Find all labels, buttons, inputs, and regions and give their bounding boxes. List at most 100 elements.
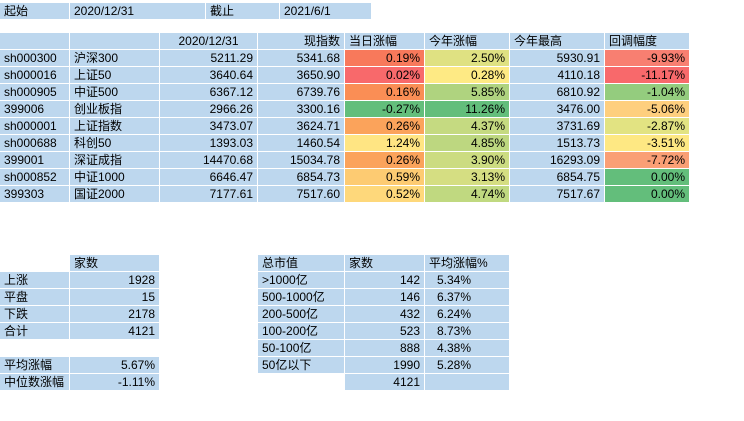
cell-ytd-change[interactable]: 5.85% [425,84,510,101]
cell-drawdown[interactable]: -2.87% [605,118,690,135]
cap-avg-header[interactable]: 平均涨幅% [425,255,510,272]
cell-current-value[interactable]: 3650.90 [258,67,345,84]
cell-base-value[interactable]: 3640.64 [160,67,258,84]
cap-count[interactable]: 888 [345,340,425,357]
cell-index-code[interactable]: sh000001 [0,118,70,135]
cap-count[interactable]: 146 [345,289,425,306]
breadth-label[interactable]: 平盘 [0,289,70,306]
cell-index-name[interactable]: 上证指数 [70,118,160,135]
cap-range[interactable]: 50亿以下 [258,357,345,374]
cap-avg[interactable]: 5.28% [425,357,510,374]
breadth-label[interactable]: 上涨 [0,272,70,289]
cap-avg[interactable]: 5.34% [425,272,510,289]
cell-index-code[interactable]: sh000852 [0,169,70,186]
cell-ytd-change[interactable]: 3.13% [425,169,510,186]
cell-drawdown[interactable]: 0.00% [605,169,690,186]
cell-drawdown[interactable]: -7.72% [605,152,690,169]
header-day-change[interactable]: 当日涨幅 [345,33,425,50]
cell-ytd-high[interactable]: 1513.73 [510,135,605,152]
cell-base-value[interactable]: 5211.29 [160,50,258,67]
cell-current-value[interactable]: 15034.78 [258,152,345,169]
cell-index-name[interactable]: 深证成指 [70,152,160,169]
cell-base-value[interactable]: 6646.47 [160,169,258,186]
cell-ytd-change[interactable]: 3.90% [425,152,510,169]
cell-day-change[interactable]: 0.16% [345,84,425,101]
cap-count[interactable]: 432 [345,306,425,323]
cell-day-change[interactable]: 0.19% [345,50,425,67]
stat-label[interactable]: 中位数涨幅 [0,374,70,391]
breadth-value[interactable]: 2178 [70,306,160,323]
cell-base-value[interactable]: 6367.12 [160,84,258,101]
cell-drawdown[interactable]: -1.04% [605,84,690,101]
cell-index-name[interactable]: 中证500 [70,84,160,101]
cell-drawdown[interactable]: -5.06% [605,101,690,118]
cell-ytd-change[interactable]: 4.85% [425,135,510,152]
cell-index-code[interactable]: sh000016 [0,67,70,84]
cell-current-value[interactable]: 3300.16 [258,101,345,118]
cell-day-change[interactable]: 0.59% [345,169,425,186]
cell-ytd-change[interactable]: 0.28% [425,67,510,84]
cell-index-code[interactable]: 399001 [0,152,70,169]
cell-day-change[interactable]: 0.52% [345,186,425,203]
cell-current-value[interactable]: 5341.68 [258,50,345,67]
breadth-label[interactable]: 合计 [0,323,70,340]
cap-total-count[interactable]: 4121 [345,374,425,391]
cell-base-value[interactable]: 14470.68 [160,152,258,169]
cell-ytd-high[interactable]: 6810.92 [510,84,605,101]
cell-base-value[interactable]: 2966.26 [160,101,258,118]
cell-ytd-high[interactable]: 6854.75 [510,169,605,186]
cell-current-value[interactable]: 3624.71 [258,118,345,135]
cell-base-value[interactable]: 1393.03 [160,135,258,152]
empty-cell[interactable] [0,340,70,357]
cell-ytd-high[interactable]: 16293.09 [510,152,605,169]
cell-index-name[interactable]: 沪深300 [70,50,160,67]
cap-count[interactable]: 1990 [345,357,425,374]
cell-drawdown[interactable]: 0.00% [605,186,690,203]
empty-cell[interactable] [425,374,510,391]
cell-day-change[interactable]: 0.26% [345,118,425,135]
end-date-cell[interactable]: 2021/6/1 [280,3,372,20]
cap-count[interactable]: 523 [345,323,425,340]
empty-cell[interactable] [70,340,160,357]
cell-current-value[interactable]: 6854.73 [258,169,345,186]
cell-ytd-change[interactable]: 2.50% [425,50,510,67]
cell-drawdown[interactable]: -11.17% [605,67,690,84]
stat-value[interactable]: -1.11% [70,374,160,391]
stat-value[interactable]: 5.67% [70,357,160,374]
cell-ytd-change[interactable]: 4.37% [425,118,510,135]
header-code-cell[interactable] [0,33,70,50]
cell-ytd-high[interactable]: 3476.00 [510,101,605,118]
cell-ytd-high[interactable]: 3731.69 [510,118,605,135]
cell-current-value[interactable]: 7517.60 [258,186,345,203]
cell-base-value[interactable]: 7177.61 [160,186,258,203]
cell-current-value[interactable]: 6739.76 [258,84,345,101]
cell-index-code[interactable]: 399303 [0,186,70,203]
cell-ytd-high[interactable]: 5930.91 [510,50,605,67]
cell-index-name[interactable]: 中证1000 [70,169,160,186]
cap-avg[interactable]: 6.37% [425,289,510,306]
header-ytd-change[interactable]: 今年涨幅 [425,33,510,50]
cell-drawdown[interactable]: -3.51% [605,135,690,152]
breadth-value[interactable]: 1928 [70,272,160,289]
cell-drawdown[interactable]: -9.93% [605,50,690,67]
end-label-cell[interactable]: 截止 [206,3,280,20]
cap-count[interactable]: 142 [345,272,425,289]
cell-day-change[interactable]: 0.02% [345,67,425,84]
cap-range[interactable]: >1000亿 [258,272,345,289]
empty-cell[interactable] [258,374,345,391]
header-base-date[interactable]: 2020/12/31 [160,33,258,50]
cell-index-name[interactable]: 上证50 [70,67,160,84]
cap-range[interactable]: 200-500亿 [258,306,345,323]
start-date-cell[interactable]: 2020/12/31 [70,3,206,20]
cell-day-change[interactable]: 0.26% [345,152,425,169]
cell-index-code[interactable]: sh000300 [0,50,70,67]
cap-header[interactable]: 总市值 [258,255,345,272]
header-ytd-high[interactable]: 今年最高 [510,33,605,50]
cap-avg[interactable]: 4.38% [425,340,510,357]
header-name-cell[interactable] [70,33,160,50]
cell-index-name[interactable]: 创业板指 [70,101,160,118]
breadth-value[interactable]: 4121 [70,323,160,340]
cell-index-name[interactable]: 国证2000 [70,186,160,203]
cell-day-change[interactable]: -0.27% [345,101,425,118]
cell-ytd-change[interactable]: 11.26% [425,101,510,118]
